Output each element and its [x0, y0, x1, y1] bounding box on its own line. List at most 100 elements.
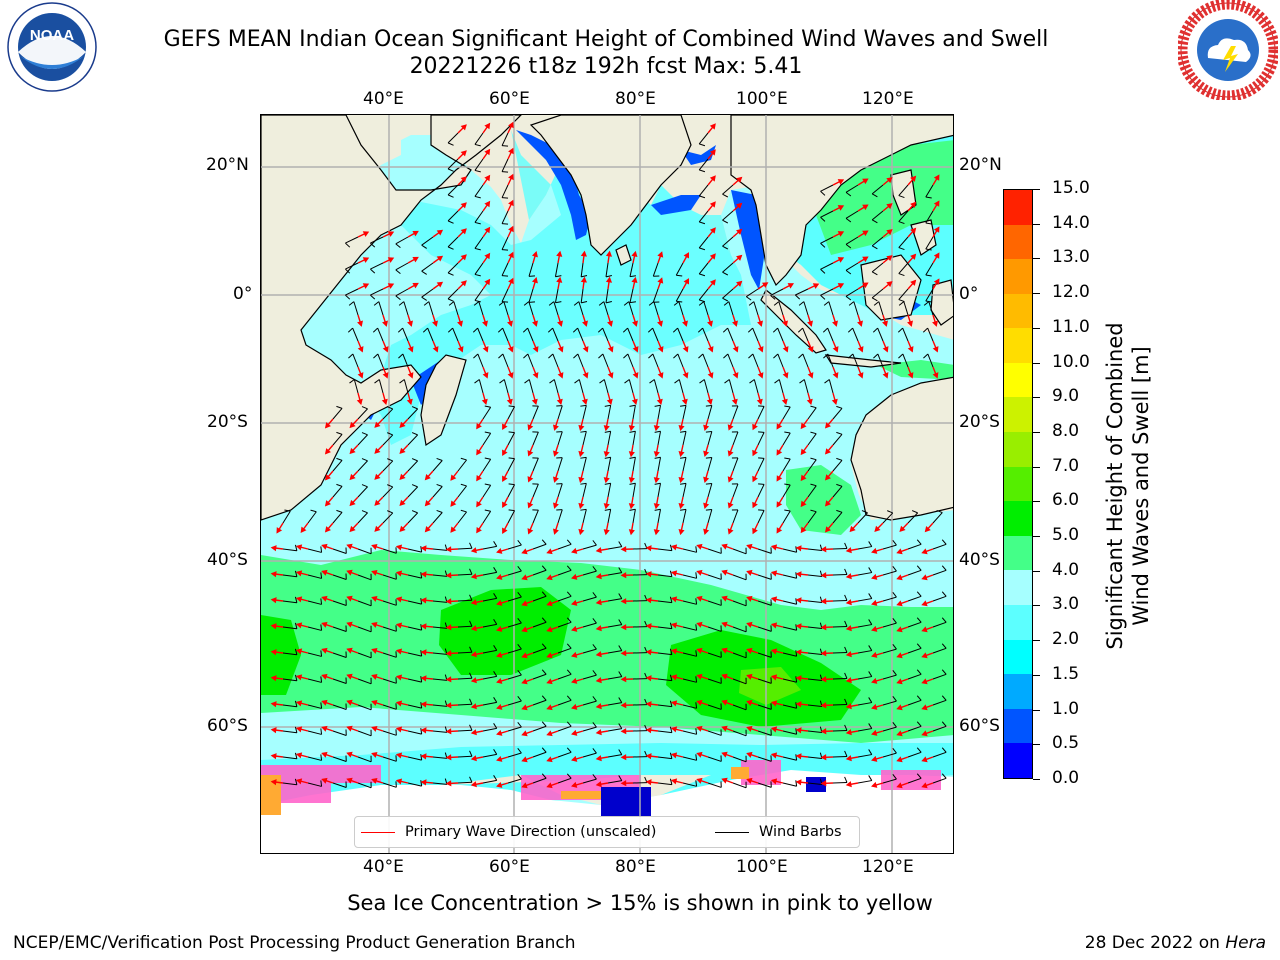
wind-barb-flag: [861, 510, 868, 514]
wind-barb-flag: [871, 245, 878, 250]
wind-barb-flag: [361, 406, 368, 410]
wave-direction-arrowhead: [371, 725, 378, 732]
lon-label-top-60e: 60°E: [489, 89, 530, 109]
wind-barb-flag: [680, 482, 687, 485]
wave-direction-arrowhead: [770, 752, 778, 759]
wind-barb-shaft: [707, 405, 713, 420]
wind-barb-flag: [923, 301, 930, 306]
wind-barb-shaft: [907, 777, 922, 784]
wind-barb-shaft: [332, 600, 347, 606]
wave-direction-arrowhead: [732, 346, 739, 353]
wind-barb-shaft: [421, 236, 434, 246]
wave-direction-arrowhead: [346, 725, 353, 732]
wind-barb-shaft: [553, 301, 559, 316]
wave-direction-arrowhead: [460, 150, 467, 157]
wind-barb-shaft: [428, 301, 434, 316]
wind-barb-shaft: [898, 236, 909, 248]
wind-barb-flag: [493, 749, 498, 755]
wind-barb-shaft: [503, 379, 509, 394]
wave-direction-arrowhead: [696, 595, 703, 602]
wind-barb-shaft: [432, 548, 447, 551]
wind-barb-shaft: [882, 778, 897, 784]
wind-barb-shaft: [845, 262, 859, 271]
wave-direction-arrowhead: [420, 753, 427, 760]
wave-direction-arrowhead: [657, 372, 664, 379]
wind-barb-flag: [469, 568, 473, 575]
wave-direction-arrowhead: [896, 782, 903, 789]
colorbar-tick-label: 2.0: [1052, 629, 1080, 650]
wind-barb-flag: [669, 674, 673, 681]
wave-direction-arrowhead: [837, 231, 845, 237]
wave-direction-arrowhead: [508, 121, 514, 129]
wind-barb-flag: [294, 752, 298, 759]
wind-barb-shaft: [407, 756, 422, 761]
colorbar-segment: [1004, 189, 1032, 225]
wave-direction-arrowhead: [933, 252, 940, 259]
wave-direction-arrowhead: [484, 200, 491, 208]
wind-barb-shaft: [482, 623, 497, 628]
wind-barb-flag: [420, 780, 423, 787]
wind-barb-shaft: [795, 288, 809, 296]
wind-barb-shaft: [507, 544, 522, 550]
wind-barb-shaft: [432, 678, 447, 681]
wind-barb-flag: [423, 301, 430, 306]
wind-barb-flag: [447, 220, 454, 224]
wave-direction-arrowhead: [424, 474, 431, 481]
wind-barb-flag: [820, 190, 826, 196]
wave-direction-arrowhead: [736, 254, 743, 261]
wind-barb-flag: [484, 405, 491, 408]
wave-direction-arrowhead: [857, 372, 864, 379]
wind-barb-shaft: [582, 778, 597, 784]
wind-barb-shaft: [457, 651, 473, 654]
wind-barb-shaft: [432, 574, 447, 577]
wind-barb-shaft: [482, 753, 497, 758]
wind-barb-flag: [844, 672, 848, 679]
wind-barb-shaft: [332, 512, 343, 524]
wind-barb-shaft: [382, 548, 397, 554]
wind-barb-shaft: [577, 353, 584, 368]
wind-barb-flag: [916, 565, 922, 571]
wave-direction-arrowhead: [357, 372, 364, 379]
wave-direction-arrowhead: [482, 346, 489, 353]
wind-barb-flag: [723, 353, 729, 359]
wave-direction-arrowhead: [845, 547, 852, 554]
wave-direction-arrowhead: [820, 572, 827, 579]
wave-direction-arrowhead: [703, 502, 710, 509]
wind-barb-flag: [460, 483, 467, 487]
colorbar-tick-label: 0.5: [1052, 733, 1080, 754]
wind-barb-shaft: [707, 756, 722, 762]
wind-barb-shaft: [832, 573, 848, 576]
wind-barb-flag: [420, 754, 423, 761]
wind-barb-shaft: [857, 546, 872, 550]
wave-direction-layer: [270, 121, 940, 789]
wind-barb-flag: [705, 431, 712, 433]
wave-direction-arrowhead: [670, 778, 678, 785]
wave-direction-arrowhead: [546, 574, 553, 581]
wave-direction-arrowhead: [845, 755, 852, 762]
wind-barb-flag: [941, 539, 947, 545]
wave-direction-arrowhead: [782, 346, 789, 353]
wind-barb-flag: [618, 567, 623, 573]
wind-barb-shaft: [675, 262, 684, 276]
wave-direction-arrowhead: [770, 700, 778, 707]
wind-barb-shaft: [732, 574, 747, 581]
wind-barb-flag: [844, 750, 848, 757]
wave-direction-arrowhead: [921, 678, 928, 685]
wind-barb-shaft: [357, 652, 372, 659]
wind-barb-flag: [469, 594, 473, 601]
wind-barb-flag: [566, 591, 572, 597]
wind-barb-shaft: [722, 262, 734, 273]
wind-barb-flag: [844, 542, 848, 549]
wind-barb-shaft: [782, 782, 797, 787]
wind-barb-flag: [798, 301, 805, 306]
wind-barb-shaft: [832, 547, 848, 550]
wave-direction-arrowhead: [820, 624, 827, 631]
wind-barb-flag: [592, 540, 597, 546]
wave-direction-arrowhead: [582, 372, 589, 379]
wave-direction-arrowhead: [496, 703, 503, 710]
wind-barb-shaft: [332, 548, 347, 554]
wave-direction-arrowhead: [703, 476, 710, 483]
wind-barb-shaft: [782, 510, 791, 524]
wind-barb-shaft: [605, 262, 609, 277]
wave-direction-arrowhead: [362, 231, 370, 237]
